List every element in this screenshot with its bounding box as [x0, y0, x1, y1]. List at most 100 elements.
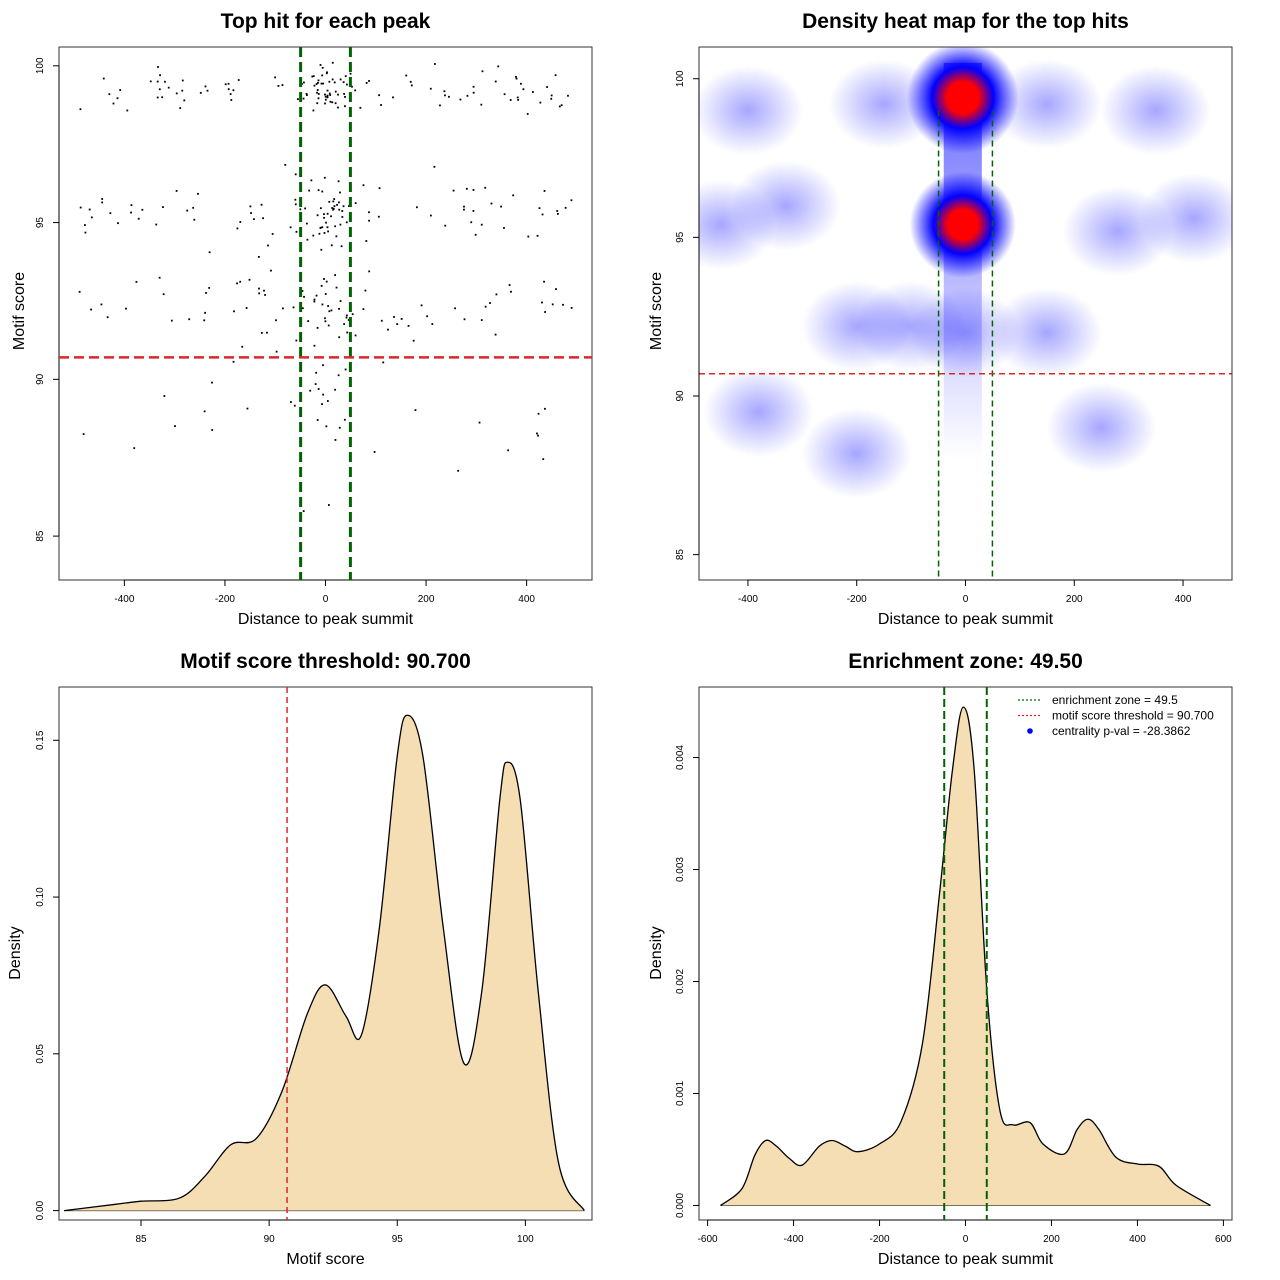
data-point	[324, 93, 326, 96]
data-point	[293, 404, 296, 407]
legend-point	[1027, 728, 1033, 734]
data-point	[90, 308, 92, 311]
data-point	[429, 87, 432, 90]
data-point	[199, 91, 202, 94]
data-point	[526, 113, 529, 115]
data-point	[186, 209, 189, 212]
data-point	[230, 99, 233, 101]
data-point	[560, 104, 563, 107]
data-point	[324, 95, 327, 98]
x-tick-label: 200	[1066, 594, 1083, 605]
data-point	[324, 102, 326, 105]
data-point	[349, 72, 352, 75]
data-point	[439, 104, 441, 107]
data-point	[338, 201, 340, 204]
data-point	[354, 334, 357, 337]
data-point	[522, 88, 525, 91]
data-point	[162, 293, 165, 296]
x-tick-label: 200	[1043, 1234, 1060, 1245]
data-point	[510, 290, 512, 293]
data-point	[457, 469, 460, 472]
data-point	[459, 98, 462, 101]
density-blob	[992, 287, 1103, 378]
data-point	[305, 92, 308, 95]
data-point	[174, 425, 176, 428]
x-tick-label: 600	[1215, 1234, 1232, 1245]
data-point	[161, 96, 164, 99]
data-point	[448, 95, 450, 98]
data-point	[304, 207, 307, 210]
data-point	[130, 211, 132, 214]
data-point	[474, 233, 477, 236]
y-tick-label: 0.002	[675, 969, 686, 994]
data-point	[517, 98, 520, 101]
data-point	[318, 232, 321, 235]
data-point	[258, 287, 260, 290]
data-point	[564, 206, 567, 209]
data-point	[262, 217, 264, 220]
data-point	[543, 280, 545, 283]
data-point	[316, 89, 319, 91]
data-point	[472, 91, 475, 94]
data-point	[321, 303, 324, 306]
data-point	[337, 374, 340, 377]
panel2-title: Density heat map for the top hits	[802, 10, 1129, 33]
data-point	[323, 232, 326, 234]
data-point	[325, 280, 328, 283]
data-point	[116, 97, 119, 100]
data-point	[472, 189, 475, 191]
data-point	[466, 94, 469, 97]
data-point	[337, 180, 340, 183]
data-point	[157, 66, 159, 68]
data-point	[156, 80, 159, 83]
data-point	[302, 510, 305, 512]
data-point	[339, 78, 342, 81]
x-tick-label: -400	[114, 594, 134, 605]
data-point	[480, 319, 483, 321]
data-point	[507, 449, 510, 452]
density-hotspot	[906, 47, 1019, 154]
data-point	[100, 303, 103, 306]
data-point	[346, 83, 348, 86]
data-point	[260, 331, 263, 334]
data-point	[543, 190, 546, 192]
data-point	[102, 77, 105, 80]
data-point	[322, 393, 325, 396]
data-point	[310, 179, 313, 182]
data-point	[344, 105, 346, 108]
data-point	[155, 223, 158, 226]
legend-label: motif score threshold = 90.700	[1052, 709, 1214, 723]
data-point	[317, 79, 320, 82]
data-point	[334, 90, 337, 93]
data-point	[331, 78, 334, 81]
data-point	[295, 339, 298, 342]
data-point	[253, 218, 255, 221]
data-point	[368, 80, 370, 82]
panel1-title: Top hit for each peak	[220, 10, 431, 33]
data-point	[294, 198, 297, 201]
density-blob	[731, 160, 842, 251]
data-point	[316, 91, 318, 94]
data-point	[341, 216, 344, 218]
data-point	[181, 79, 184, 82]
y-tick-label: 0.00	[35, 1200, 46, 1220]
data-point	[415, 206, 418, 209]
data-point	[537, 434, 539, 437]
data-point	[319, 207, 322, 210]
data-point	[307, 320, 310, 323]
x-tick-label: 400	[518, 594, 535, 605]
data-point	[320, 284, 323, 287]
data-point	[541, 213, 544, 216]
data-point	[249, 205, 252, 208]
data-point	[250, 212, 252, 214]
data-point	[494, 333, 497, 336]
data-point	[393, 316, 395, 318]
data-point	[351, 85, 353, 88]
density-blob	[992, 59, 1103, 150]
data-point	[260, 203, 263, 206]
data-point	[378, 94, 380, 97]
data-point	[463, 205, 465, 208]
data-point	[203, 410, 206, 413]
data-point	[335, 235, 338, 238]
y-tick-label: 90	[675, 390, 686, 402]
